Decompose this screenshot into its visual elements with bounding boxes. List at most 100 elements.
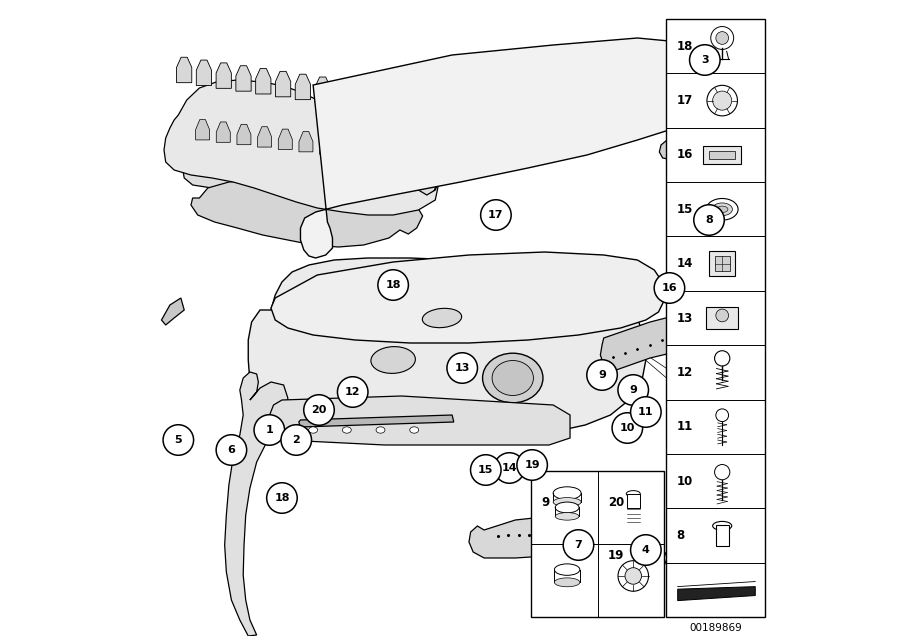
Text: 17: 17 [488,210,504,220]
Circle shape [338,377,368,407]
Circle shape [163,425,194,455]
Polygon shape [299,415,454,427]
Circle shape [706,85,737,116]
Text: 19: 19 [608,549,624,562]
Circle shape [471,455,501,485]
Circle shape [481,200,511,230]
Bar [666,19,765,617]
Bar [703,146,742,164]
Circle shape [631,535,662,565]
Ellipse shape [554,497,581,506]
Ellipse shape [482,353,543,403]
Text: 9: 9 [598,370,606,380]
Text: 00189869: 00189869 [689,623,742,633]
Circle shape [713,91,732,110]
Text: 6: 6 [228,445,235,455]
Bar [715,256,730,272]
Polygon shape [161,298,184,325]
Ellipse shape [555,513,579,520]
Ellipse shape [712,203,733,216]
Ellipse shape [555,502,579,513]
Text: 17: 17 [677,94,693,107]
Circle shape [517,450,547,480]
Circle shape [716,409,729,422]
Text: 13: 13 [454,363,470,373]
Circle shape [618,375,649,405]
Text: 10: 10 [619,423,635,433]
Text: 18: 18 [274,493,290,503]
Circle shape [563,530,594,560]
Ellipse shape [371,347,416,373]
Polygon shape [236,66,251,91]
Polygon shape [684,55,709,125]
Polygon shape [216,63,231,88]
Polygon shape [216,122,230,142]
Polygon shape [271,252,664,343]
Ellipse shape [640,550,661,566]
Ellipse shape [342,427,351,433]
Ellipse shape [706,198,738,220]
Bar [531,471,663,617]
Circle shape [494,453,525,483]
Ellipse shape [554,487,581,499]
Bar [716,525,729,546]
Circle shape [694,205,724,235]
Ellipse shape [634,545,667,570]
Circle shape [378,270,409,300]
Polygon shape [320,134,334,154]
Text: 18: 18 [385,280,400,290]
Text: 12: 12 [345,387,361,397]
Circle shape [447,353,478,384]
Text: 11: 11 [638,407,653,417]
Circle shape [654,273,685,303]
Ellipse shape [716,206,728,212]
Circle shape [587,360,617,391]
Bar [709,151,735,159]
Circle shape [281,425,311,455]
Ellipse shape [376,427,385,433]
Text: 8: 8 [677,529,685,542]
Circle shape [689,45,720,75]
Polygon shape [183,138,439,212]
Circle shape [266,483,297,513]
Polygon shape [295,74,310,100]
Text: 12: 12 [677,366,693,379]
Text: 4: 4 [642,545,650,555]
Ellipse shape [626,490,640,497]
Circle shape [216,435,247,466]
Circle shape [303,395,334,425]
Circle shape [612,413,643,443]
Circle shape [715,350,730,366]
Ellipse shape [713,522,732,530]
Circle shape [711,27,733,50]
Circle shape [254,415,284,445]
Text: 16: 16 [677,148,693,162]
Text: 9: 9 [542,496,550,509]
Text: 8: 8 [706,215,713,225]
Ellipse shape [554,578,580,587]
Text: 13: 13 [677,312,693,324]
Ellipse shape [309,427,318,433]
Text: 20: 20 [608,496,624,509]
Bar [627,494,640,508]
Text: 15: 15 [677,203,693,216]
Polygon shape [678,586,755,600]
Polygon shape [340,136,355,156]
Polygon shape [195,120,210,140]
Polygon shape [469,515,610,558]
Polygon shape [278,129,293,149]
Text: 20: 20 [311,405,327,415]
Polygon shape [315,77,330,102]
Polygon shape [257,127,272,147]
Text: 19: 19 [525,460,540,470]
Polygon shape [237,124,251,144]
Circle shape [716,32,729,45]
Polygon shape [335,80,350,106]
Text: 14: 14 [501,463,518,473]
Polygon shape [301,38,709,258]
Text: 14: 14 [677,257,693,270]
Text: 5: 5 [175,435,182,445]
Circle shape [715,464,730,480]
Ellipse shape [422,308,462,328]
Text: 16: 16 [662,283,678,293]
